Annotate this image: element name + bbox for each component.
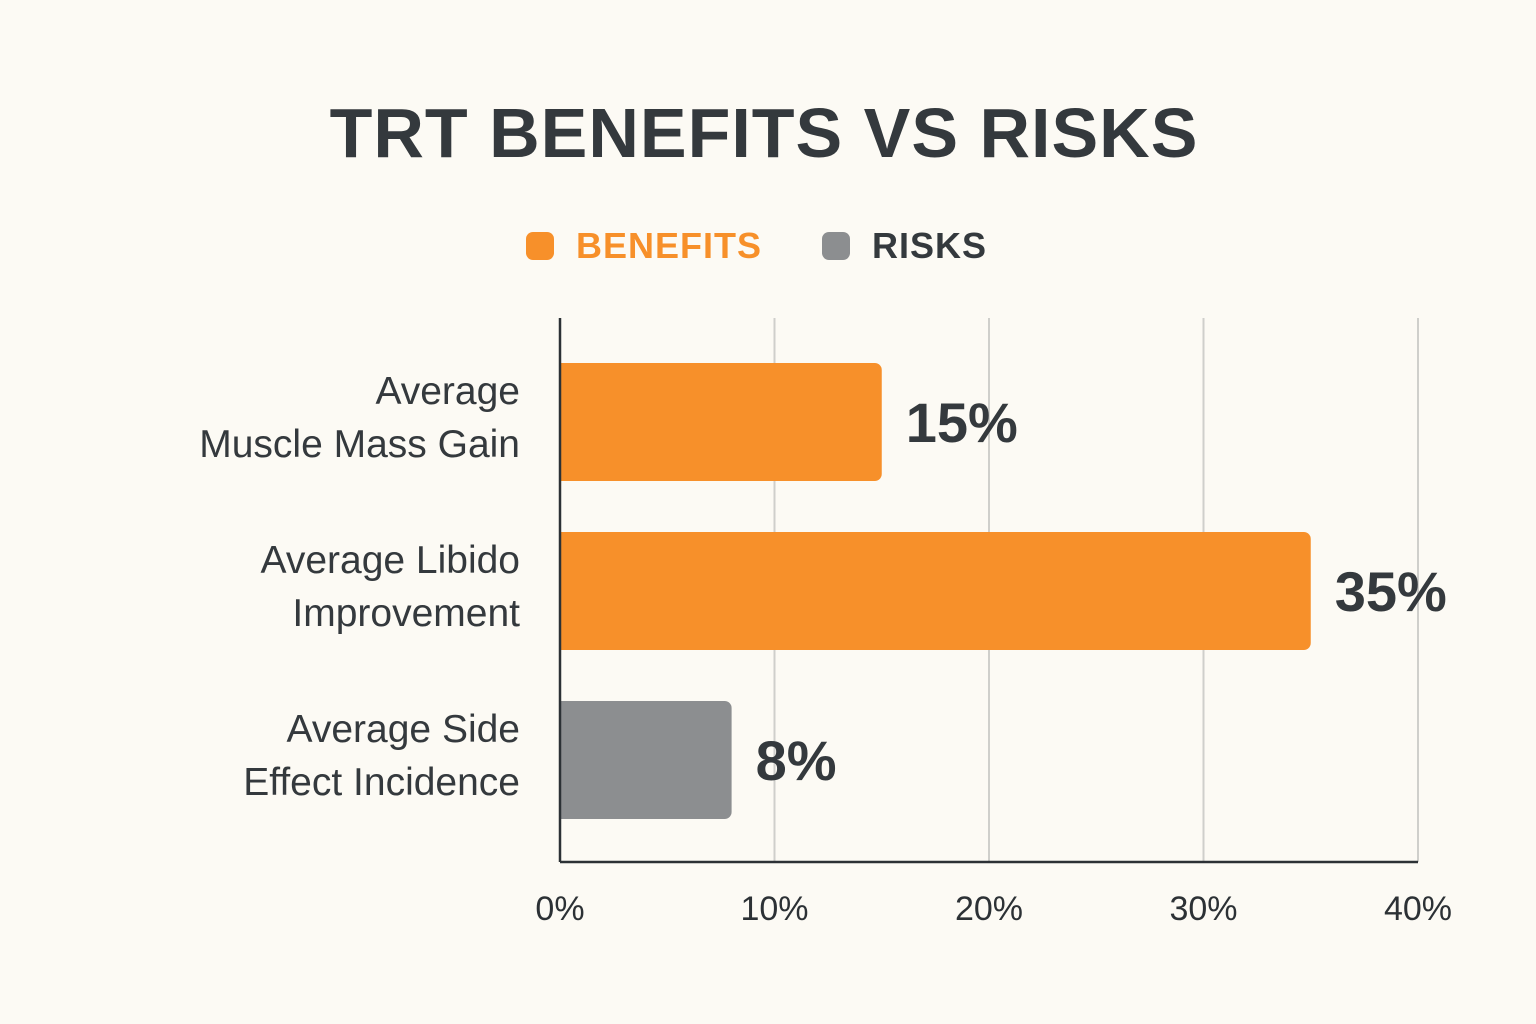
bar-1: [560, 532, 1311, 650]
category-label-2-line-1: Effect Incidence: [243, 761, 520, 804]
category-label-2-line-0: Average Side: [287, 708, 520, 751]
legend-item-risks: RISKS: [822, 225, 987, 267]
legend-label-benefits: BENEFITS: [576, 225, 763, 266]
bar-2: [560, 701, 732, 819]
x-tick-label-2: 20%: [955, 890, 1023, 928]
chart-legend: BENEFITS RISKS: [526, 222, 1047, 270]
category-label-1-line-1: Improvement: [292, 592, 520, 635]
chart-title: TRT BENEFITS VS RISKS: [329, 94, 1199, 172]
x-tick-label-4: 40%: [1384, 890, 1452, 928]
axes: [558, 318, 1418, 864]
legend-label-risks: RISKS: [872, 225, 988, 266]
x-tick-label-0: 0%: [535, 890, 584, 928]
bars: [560, 363, 1311, 819]
bar-1-base: [560, 532, 570, 650]
data-label-0: 15%: [906, 391, 1018, 454]
labels: 0% 10% 20% 30% 40% 15% Average Muscle Mass Gain…: [199, 370, 1452, 928]
category-label-0-line-1: Muscle Mass Gain: [199, 423, 520, 466]
legend-swatch-risks: [822, 232, 851, 260]
bar-0: [560, 363, 882, 481]
bar-0-base: [560, 363, 570, 481]
bar-2-base: [560, 701, 570, 819]
legend-swatch-benefits: [526, 232, 554, 260]
x-tick-label-1: 10%: [740, 890, 808, 928]
legend-item-benefits: BENEFITS: [526, 225, 762, 267]
data-label-1: 35%: [1335, 560, 1447, 623]
category-label-1-line-0: Average Libido: [261, 539, 520, 582]
x-tick-label-3: 30%: [1169, 890, 1237, 928]
data-label-2: 8%: [756, 729, 837, 792]
category-label-0-line-0: Average: [375, 370, 520, 413]
